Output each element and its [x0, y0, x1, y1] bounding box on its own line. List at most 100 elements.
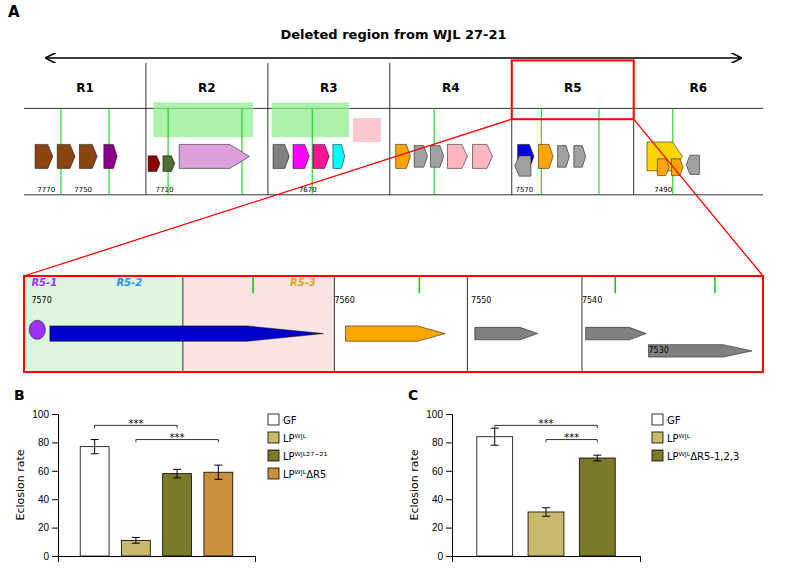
region-divider: [267, 63, 268, 195]
significance-label: ***: [539, 418, 554, 429]
error-bar-stem: [597, 455, 598, 461]
error-bar-cap: [214, 465, 222, 466]
bar: [204, 472, 233, 556]
zoom-region: [24, 276, 183, 372]
annotation: R5-3: [290, 277, 316, 288]
annotation: 7570: [515, 186, 533, 194]
annotation: R5-2: [116, 277, 142, 288]
y-tick: 80: [432, 437, 452, 448]
gene-arrow: [179, 144, 249, 168]
error-bar: [593, 455, 601, 461]
r5-box: [512, 60, 634, 119]
gene-arrow: [345, 326, 445, 341]
error-bar-cap: [542, 507, 550, 508]
bar: [80, 447, 109, 556]
gene-arrow: [447, 144, 467, 168]
zoom-region: [183, 276, 334, 372]
y-tick-mark: [446, 556, 452, 557]
track-line: [24, 194, 763, 195]
zoom-divider: [467, 276, 468, 372]
plot-area: [80, 440, 233, 556]
y-axis: 020406080100: [426, 409, 452, 562]
legend-label: LPᵂᴶᴸ²⁷⁻²¹: [283, 451, 328, 462]
gene-arrow: [35, 144, 53, 168]
marker-line: [252, 276, 254, 293]
legend-entry: GF: [268, 414, 297, 426]
highlight-box: [272, 102, 350, 137]
significance-label: ***: [170, 432, 185, 443]
y-tick: 0: [43, 551, 58, 562]
legend-label: GF: [283, 415, 297, 426]
annotation: R5-1: [31, 277, 57, 288]
y-tick-label: 0: [437, 551, 443, 562]
bar: [579, 458, 615, 556]
y-axis-line: [446, 415, 453, 557]
x-axis: [453, 557, 641, 563]
error-bar: [491, 428, 499, 445]
gene-arrow: [79, 144, 97, 168]
highlight-box: [353, 118, 381, 142]
bar: [528, 512, 564, 556]
error-bar: [91, 440, 99, 454]
annotation: 7560: [334, 296, 354, 305]
zoom-divider: [182, 276, 183, 372]
y-axis: 020406080100: [32, 409, 58, 562]
gene-arrow: [163, 156, 175, 172]
error-bar-cap: [132, 543, 140, 544]
gene-arrow: [686, 155, 699, 174]
error-bar-cap: [491, 445, 499, 446]
legend-swatch: [268, 450, 279, 461]
error-bar-cap: [593, 455, 601, 456]
error-bar-cap: [542, 516, 550, 517]
genome-map: Deleted region from WJL 27-21R1R2R3R4R5R…: [24, 27, 763, 195]
gene-arrow: [430, 146, 443, 168]
gene-arrow: [657, 159, 669, 176]
error-bar-cap: [91, 453, 99, 454]
panel-label: B: [14, 387, 25, 403]
y-tick-mark: [446, 471, 452, 472]
legend-entry: LPᵂᴶᴸΔR5-1,2,3: [652, 450, 739, 462]
y-tick-label: 20: [38, 522, 50, 533]
legend-swatch: [652, 450, 663, 461]
error-bar-cap: [214, 479, 222, 480]
gene-arrow: [558, 146, 570, 168]
error-bar-cap: [132, 537, 140, 538]
error-bar-stem: [494, 428, 495, 445]
y-tick-mark: [446, 414, 452, 415]
r5-zoom: [24, 276, 763, 372]
x-axis-line: [453, 557, 641, 563]
region-label: R6: [690, 81, 708, 95]
error-bar-stem: [218, 465, 219, 479]
y-axis-title: Eclosion rate: [408, 449, 421, 520]
legend-entry: LPᵂᴶᴸ: [652, 432, 691, 444]
figure: Deleted region from WJL 27-21R1R2R3R4R5R…: [0, 0, 787, 576]
bar: [477, 437, 513, 556]
gene-arrow: [333, 144, 345, 168]
span-arrow: [46, 57, 741, 59]
annotation: 7750: [74, 186, 92, 194]
error-bar-stem: [94, 440, 95, 454]
y-tick-mark: [446, 499, 452, 500]
gene-arrow: [104, 144, 117, 168]
error-bar: [542, 508, 550, 517]
annotation: 7770: [37, 186, 55, 194]
annotation: 7710: [156, 186, 174, 194]
legend-label: LPᵂᴶᴸ: [283, 433, 307, 444]
error-bar-stem: [135, 538, 136, 544]
zoom-divider: [581, 276, 582, 372]
legend-entry: LPᵂᴶᴸ²⁷⁻²¹: [268, 450, 328, 462]
x-axis-line: [59, 557, 256, 563]
gene-arrow: [148, 156, 160, 172]
error-bar-stem: [546, 508, 547, 517]
legend: GFLPᵂᴶᴸLPᵂᴶᴸ²⁷⁻²¹LPᵂᴶᴸΔR5: [268, 414, 328, 480]
y-tick: 60: [38, 466, 58, 477]
marker-line: [714, 276, 716, 293]
annotation: 7570: [31, 296, 51, 305]
y-tick: 40: [432, 494, 452, 505]
zoom-connector: [634, 119, 763, 276]
annotation: 7550: [471, 296, 491, 305]
gene-arrow: [586, 327, 647, 339]
error-bar-cap: [173, 477, 181, 478]
y-tick: 20: [38, 522, 58, 533]
annotation: 7540: [582, 296, 602, 305]
